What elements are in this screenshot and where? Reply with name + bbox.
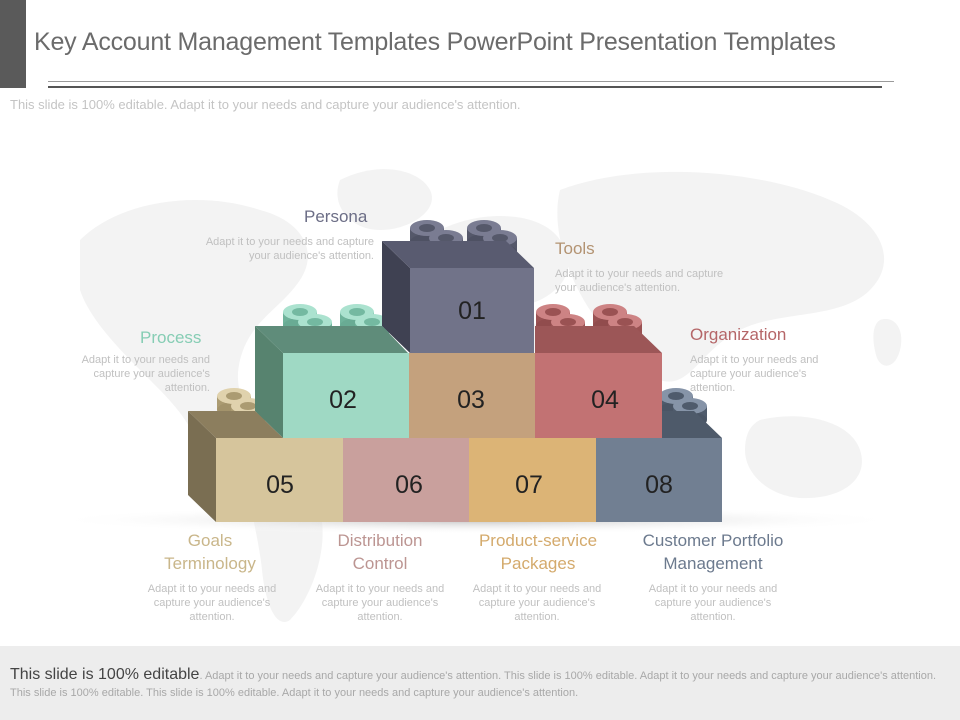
block-01-side: [382, 241, 410, 353]
label-customer-desc: Adapt it to your needs and capture your …: [648, 583, 778, 623]
block-06-front: [343, 438, 469, 522]
label-product-desc: Adapt it to your needs and capture your …: [472, 583, 602, 623]
block-03-front: [409, 353, 535, 438]
label-organization-title: Organization: [690, 325, 787, 344]
block-number-07: 07: [515, 471, 543, 499]
label-distribution-title: Distribution Control: [337, 531, 423, 573]
title-divider-dark: [48, 86, 882, 88]
label-tools-desc: Adapt it to your needs and capture your …: [555, 268, 724, 294]
block-01-top: [382, 241, 534, 268]
label-process-desc: Adapt it to your needs and capture your …: [81, 354, 210, 394]
title-divider-light: [48, 81, 894, 82]
label-distribution-desc: Adapt it to your needs and capture your …: [315, 583, 445, 623]
block-number-06: 06: [395, 471, 423, 499]
footer-text: This slide is 100% editable. Adapt it to…: [10, 666, 940, 702]
label-product-title: Product-service Packages: [478, 531, 598, 573]
block-number-03: 03: [457, 386, 485, 414]
block-04-front: [535, 353, 662, 438]
footer-panel: This slide is 100% editable. Adapt it to…: [0, 646, 960, 720]
title-accent-bar: [0, 0, 26, 88]
label-goals-title: Goals Terminology: [164, 531, 256, 573]
page-title: Key Account Management Templates PowerPo…: [34, 28, 836, 56]
page-subtitle: This slide is 100% editable. Adapt it to…: [10, 97, 521, 112]
footer-body: . Adapt it to your needs and capture you…: [10, 670, 937, 699]
block-number-05: 05: [266, 471, 294, 499]
block-04-top: [535, 326, 662, 353]
label-customer-title: Customer Portfolio Management: [642, 531, 784, 573]
block-05-front: [216, 438, 343, 522]
block-number-08: 08: [645, 471, 673, 499]
label-tools-title: Tools: [555, 239, 595, 258]
block-07-front: [469, 438, 596, 522]
label-organization-desc: Adapt it to your needs and capture your …: [690, 354, 819, 394]
block-02-front: [283, 353, 409, 438]
label-persona-title: Persona: [304, 207, 368, 226]
block-01-front: [410, 268, 534, 353]
block-number-04: 04: [591, 386, 619, 414]
block-02-top: [255, 326, 408, 353]
block-number-02: 02: [329, 386, 357, 414]
block-05-top: [188, 411, 283, 438]
block-number-01: 01: [458, 297, 486, 325]
block-02-side: [255, 326, 283, 438]
label-goals-desc: Adapt it to your needs and capture your …: [147, 583, 277, 623]
label-process-title: Process: [140, 328, 202, 347]
block-08-front: [596, 438, 722, 522]
block-05-side: [188, 411, 216, 522]
footer-lead: This slide is 100% editable: [10, 666, 200, 683]
label-persona-desc: Adapt it to your needs and capture your …: [205, 236, 374, 262]
